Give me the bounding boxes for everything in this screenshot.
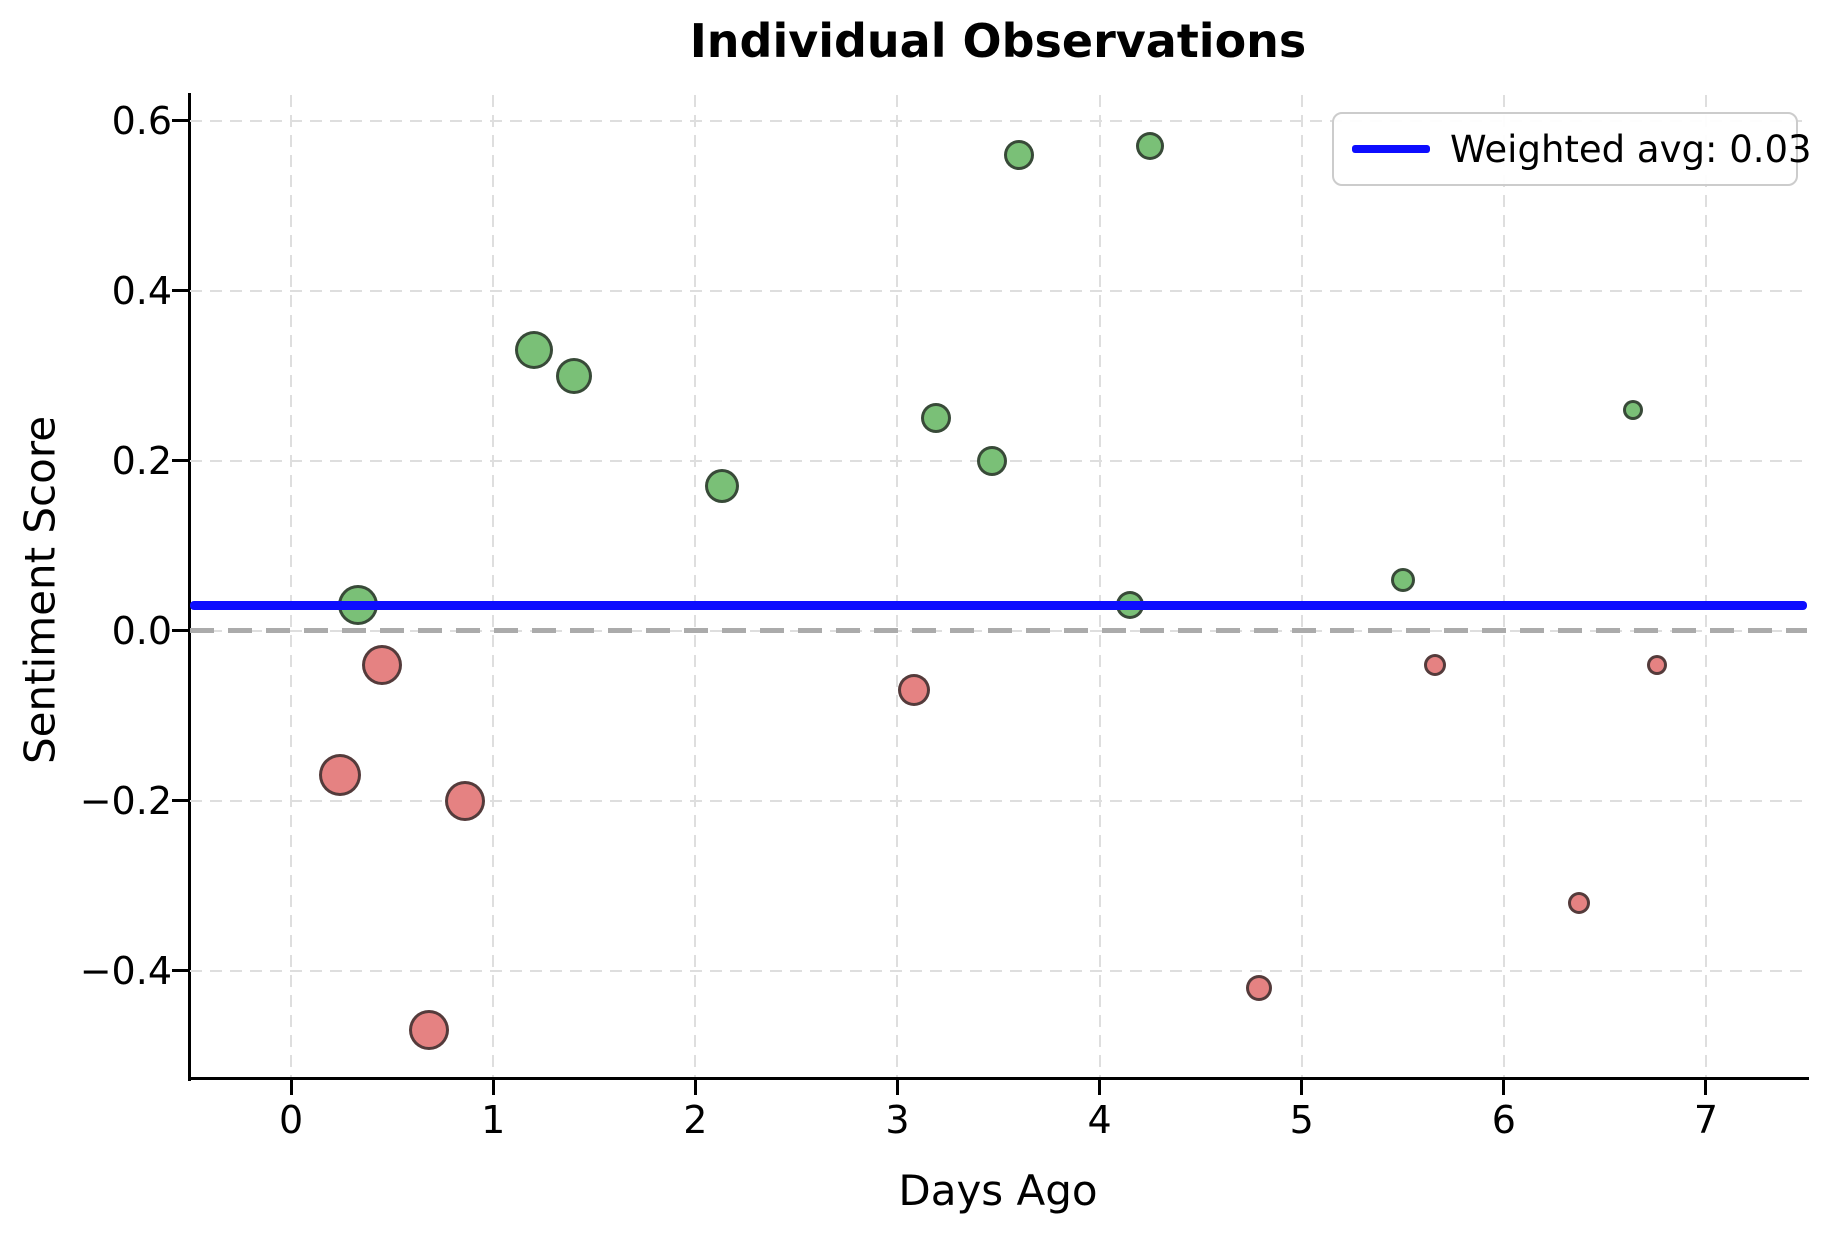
y-axis-spine: [188, 93, 191, 1081]
gridline-vertical: [1502, 95, 1505, 1077]
x-tick-mark: [1704, 1077, 1708, 1095]
data-point-negative-sentiment: [408, 1010, 449, 1051]
data-point-negative-sentiment: [1246, 974, 1273, 1001]
x-tick-label: 0: [278, 1098, 304, 1142]
x-tick-mark: [289, 1077, 293, 1095]
x-tick-label: 2: [683, 1098, 708, 1142]
x-tick-mark: [1300, 1077, 1304, 1095]
zero-line: [190, 628, 1807, 634]
x-tick-label: 5: [1289, 1098, 1314, 1142]
y-tick-mark: [172, 289, 190, 293]
x-tick-mark: [491, 1077, 495, 1095]
data-point-positive-sentiment: [977, 445, 1008, 476]
data-point-positive-sentiment: [1136, 132, 1165, 160]
y-tick-label: 0.6: [111, 98, 172, 143]
data-point-positive-sentiment: [920, 403, 951, 434]
gridline-horizontal: [190, 969, 1807, 972]
legend: Weighted avg: 0.03: [1332, 112, 1812, 186]
data-point-negative-sentiment: [318, 754, 361, 797]
data-point-positive-sentiment: [1390, 567, 1415, 592]
legend-label: Weighted avg: 0.03: [1450, 127, 1812, 171]
x-tick-label: 3: [885, 1098, 910, 1142]
legend-avg-line-sample: [1352, 145, 1430, 153]
gridline-vertical: [1704, 95, 1707, 1077]
x-tick-mark: [693, 1077, 697, 1095]
y-tick-mark: [172, 969, 190, 973]
y-tick-label: 0.4: [111, 268, 172, 313]
y-tick-mark: [172, 459, 190, 463]
x-axis-label: Days Ago: [898, 1166, 1098, 1215]
data-point-negative-sentiment: [897, 674, 930, 707]
y-tick-label: 0.0: [111, 608, 172, 653]
x-tick-label: 1: [481, 1098, 506, 1142]
y-tick-mark: [172, 799, 190, 803]
x-tick-mark: [1098, 1077, 1102, 1095]
data-point-negative-sentiment: [1647, 654, 1668, 675]
weighted-avg-line: [190, 600, 1807, 610]
data-point-positive-sentiment: [1623, 399, 1644, 420]
y-tick-label: −0.4: [79, 948, 172, 993]
chart-title: Individual Observations: [689, 14, 1307, 68]
gridline-vertical: [492, 95, 495, 1077]
gridline-horizontal: [190, 799, 1807, 802]
gridline-vertical: [896, 95, 899, 1077]
gridline-vertical: [1098, 95, 1101, 1077]
y-tick-label: 0.2: [111, 438, 172, 483]
data-point-positive-sentiment: [704, 469, 739, 504]
y-tick-mark: [172, 629, 190, 633]
gridline-vertical: [694, 95, 697, 1077]
x-tick-mark: [895, 1077, 899, 1095]
data-point-negative-sentiment: [444, 780, 485, 821]
gridline-vertical: [1300, 95, 1303, 1077]
gridline-horizontal: [190, 289, 1807, 292]
x-axis-spine: [188, 1077, 1809, 1080]
y-tick-label: −0.2: [79, 778, 172, 823]
data-point-positive-sentiment: [514, 331, 553, 370]
data-point-positive-sentiment: [1003, 139, 1034, 170]
data-point-positive-sentiment: [556, 357, 593, 394]
x-tick-label: 4: [1087, 1098, 1112, 1142]
data-point-negative-sentiment: [1424, 653, 1447, 676]
data-point-negative-sentiment: [362, 644, 403, 685]
x-tick-label: 6: [1491, 1098, 1516, 1142]
x-tick-label: 7: [1693, 1098, 1719, 1142]
y-tick-mark: [172, 119, 190, 122]
y-axis-label: Sentiment Score: [15, 415, 65, 765]
gridline-vertical: [290, 95, 293, 1077]
data-point-negative-sentiment: [1567, 891, 1590, 914]
x-tick-mark: [1502, 1077, 1506, 1095]
